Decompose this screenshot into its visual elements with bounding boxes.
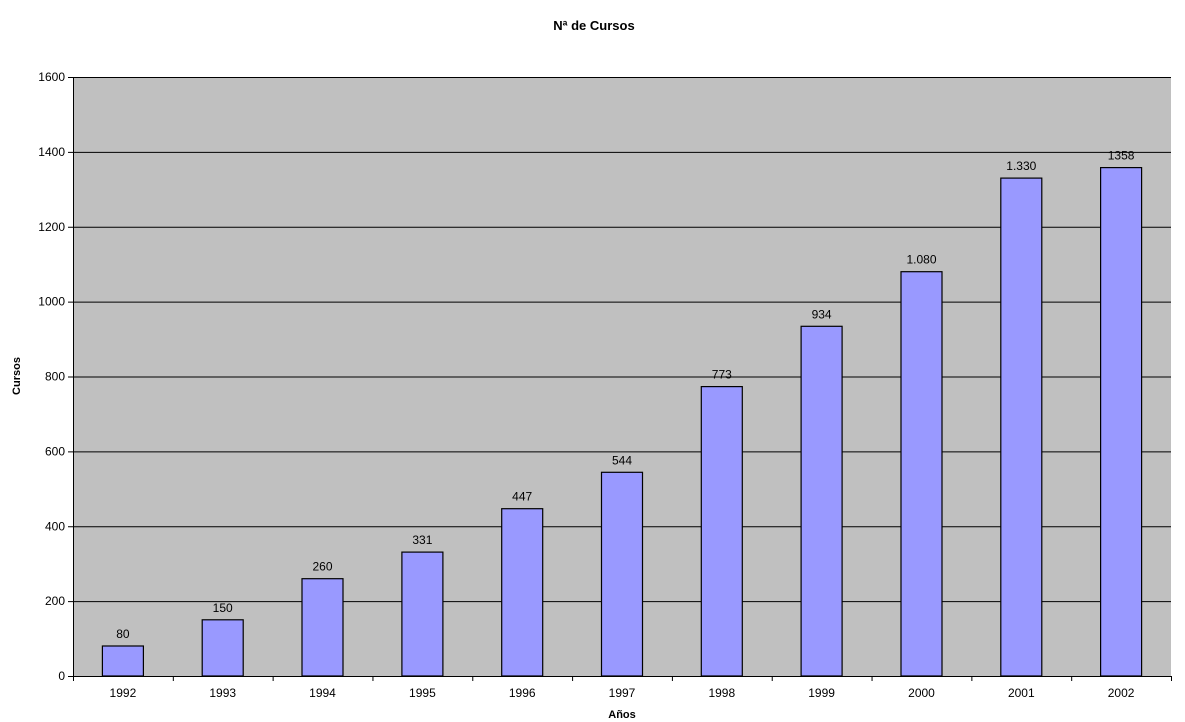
y-tick-label: 400 — [45, 519, 65, 533]
y-tick-label: 1400 — [38, 145, 65, 159]
data-label-1999: 934 — [812, 307, 832, 321]
y-tick-label: 800 — [45, 370, 65, 384]
data-label-2002: 1358 — [1108, 149, 1135, 163]
x-tick-label-1997: 1997 — [609, 686, 636, 700]
y-axis-label: Cursos — [11, 357, 23, 395]
bar-2002 — [1099, 167, 1143, 677]
x-tick-labels: 1992 1993 1994 1995 1996 1997 1998 1999 2000 2001… — [110, 686, 1135, 700]
axes — [68, 77, 1172, 681]
bar-1992 — [101, 645, 145, 677]
x-tick-label-2002: 2002 — [1108, 686, 1135, 700]
x-tick-label-1998: 1998 — [708, 686, 735, 700]
bar-1998 — [700, 386, 743, 677]
y-tick-label: 1200 — [38, 220, 65, 234]
x-axis-label: Años — [608, 709, 636, 721]
y-tick-label: 600 — [45, 444, 65, 458]
data-label-1992: 80 — [116, 627, 130, 641]
data-label-2001: 1.330 — [1006, 159, 1036, 173]
y-tick-label: 0 — [58, 669, 65, 683]
data-label-2000: 1.080 — [906, 253, 936, 267]
data-label-1994: 260 — [312, 560, 332, 574]
bar-1999 — [800, 325, 843, 677]
chart-title: Nª de Cursos — [553, 18, 634, 33]
bar-1993 — [201, 619, 244, 677]
bar-1996 — [501, 508, 544, 677]
x-tick-label-1995: 1995 — [409, 686, 436, 700]
y-tick-label: 200 — [45, 594, 65, 608]
data-label-1996: 447 — [512, 490, 532, 504]
bar-1994 — [301, 578, 344, 677]
x-tick-label-1996: 1996 — [509, 686, 536, 700]
data-label-1998: 773 — [712, 368, 732, 382]
x-tick-label-1999: 1999 — [808, 686, 835, 700]
x-tick-label-1992: 1992 — [110, 686, 137, 700]
data-labels: 80 150 260 331 447 544 773 934 1.080 1.330 1358 — [116, 149, 1135, 641]
data-label-1997: 544 — [612, 453, 632, 467]
y-tick-labels: 0 200 400 600 800 1000 1200 1400 1600 — [38, 70, 65, 683]
bar-2001 — [1000, 177, 1043, 677]
bars — [101, 167, 1143, 677]
data-label-1993: 150 — [213, 601, 233, 615]
x-tick-label-2000: 2000 — [908, 686, 935, 700]
x-tick-label-1993: 1993 — [209, 686, 236, 700]
x-tick-label-1994: 1994 — [309, 686, 336, 700]
bar-1995 — [401, 551, 444, 677]
y-tick-label: 1600 — [38, 70, 65, 84]
bar-1997 — [600, 471, 644, 677]
x-tick-label-2001: 2001 — [1008, 686, 1035, 700]
bar-2000 — [900, 271, 943, 677]
y-tick-label: 1000 — [38, 295, 65, 309]
data-label-1995: 331 — [412, 533, 432, 547]
